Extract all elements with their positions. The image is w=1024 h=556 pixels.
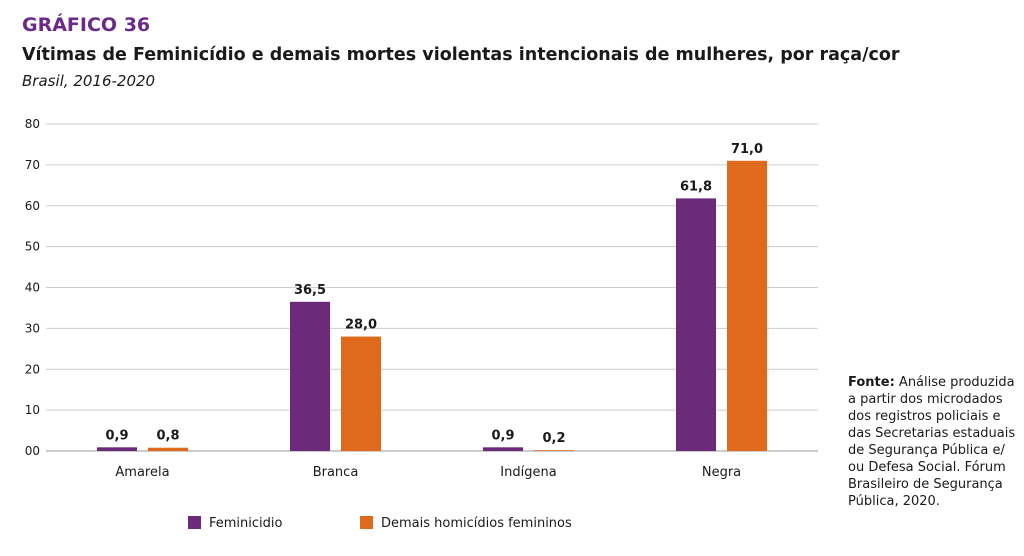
data-label: 71,0 xyxy=(731,142,763,157)
y-tick-label: 40 xyxy=(25,281,40,295)
y-tick-label: 00 xyxy=(25,444,40,458)
legend-swatch xyxy=(188,516,201,529)
y-tick-label: 60 xyxy=(25,199,40,213)
data-label: 28,0 xyxy=(345,318,377,333)
legend-swatch xyxy=(360,516,373,529)
bar xyxy=(290,301,330,451)
data-label: 0,9 xyxy=(491,428,514,443)
chart-subtitle: Brasil, 2016-2020 xyxy=(22,72,156,90)
bar-chart: 00 10 20 30 40 50 60 70 80 0,9 0,8 Amarela 36,5 28,0 B… xyxy=(25,117,818,531)
data-label: 36,5 xyxy=(294,283,326,298)
x-tick-label: Branca xyxy=(313,465,359,480)
y-tick-label: 80 xyxy=(25,117,40,131)
bar xyxy=(341,336,381,451)
source-text: Análise produzida a partir dos microdado… xyxy=(848,375,1016,509)
bar xyxy=(483,447,523,451)
x-tick-label: Negra xyxy=(702,465,741,480)
x-tick-label: Indígena xyxy=(500,465,556,480)
source-note: Fonte: Análise produzida a partir dos mi… xyxy=(848,374,1018,510)
data-label: 61,8 xyxy=(680,179,712,194)
bar xyxy=(97,447,137,451)
legend-label: Feminicidio xyxy=(209,516,283,531)
x-tick-label: Amarela xyxy=(115,465,169,480)
bar xyxy=(727,160,767,451)
source-prefix: Fonte: xyxy=(848,375,895,390)
y-tick-label: 20 xyxy=(25,362,40,376)
chart-title: Vítimas de Feminicídio e demais mortes v… xyxy=(22,45,900,65)
data-label: 0,2 xyxy=(542,431,565,446)
bar xyxy=(534,450,574,451)
legend-label: Demais homicídios femininos xyxy=(381,516,572,531)
data-label: 0,9 xyxy=(105,428,128,443)
bar xyxy=(148,447,188,451)
y-tick-label: 50 xyxy=(25,240,40,254)
data-label: 0,8 xyxy=(156,429,179,444)
y-tick-label: 70 xyxy=(25,158,40,172)
chart-label: GRÁFICO 36 xyxy=(22,14,151,36)
bar xyxy=(676,198,716,451)
y-tick-label: 30 xyxy=(25,321,40,335)
y-tick-label: 10 xyxy=(25,403,40,417)
